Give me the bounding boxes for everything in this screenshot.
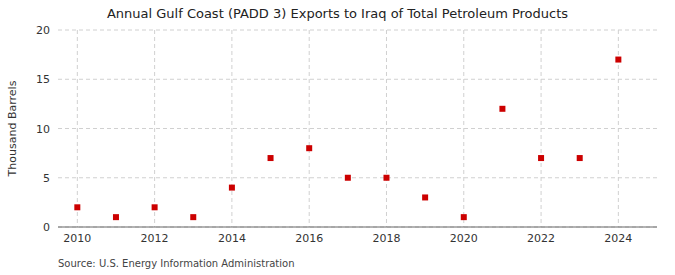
x-grid-line [541, 30, 542, 227]
point [461, 214, 467, 220]
point [577, 155, 583, 161]
y-grid-line [58, 128, 657, 129]
x-grid-line [463, 30, 464, 227]
x-tick-label: 2012 [141, 232, 169, 245]
y-tick-label: 0 [43, 221, 50, 234]
point [306, 145, 312, 151]
point [383, 175, 389, 181]
point [615, 57, 621, 63]
x-tick-label: 2016 [295, 232, 323, 245]
chart-container: 2010201220142016201820202022202405101520… [0, 0, 675, 275]
y-tick-label: 5 [43, 172, 50, 185]
x-tick-label: 2014 [218, 232, 246, 245]
tick-labels: 2010 2012 2014 2016 2018 2020 2022 2024 0 5 10 15 20 [36, 24, 632, 245]
x-tick-label: 2020 [450, 232, 478, 245]
x-grid-line [77, 30, 78, 227]
point [74, 204, 80, 210]
annotation: Source: U.S. Energy Information Administ… [58, 258, 295, 269]
point [422, 194, 428, 200]
point [499, 106, 505, 112]
point [190, 214, 196, 220]
point [538, 155, 544, 161]
title: Annual Gulf Coast (PADD 3) Exports to Ir… [107, 6, 568, 21]
y-axis-label: Thousand Barrels [6, 80, 19, 177]
x-tick-label: 2010 [63, 232, 91, 245]
x-tick-label: 2022 [527, 232, 555, 245]
point [152, 204, 158, 210]
y-grid-line [58, 79, 657, 80]
page: {"chart_data": {"type": "scatter", "titl… [0, 0, 675, 275]
point [268, 155, 274, 161]
y-tick-label: 20 [36, 24, 50, 37]
x-tick-label: 2024 [604, 232, 632, 245]
point [229, 185, 235, 191]
x-axis-line [58, 227, 657, 228]
x-grid-line [154, 30, 155, 227]
x-tick-label: 2018 [372, 232, 400, 245]
y-tick-label: 10 [36, 123, 50, 136]
points [74, 57, 621, 221]
chart: 2010201220142016201820202022202405101520… [0, 0, 675, 275]
point [345, 175, 351, 181]
x-grid-line [386, 30, 387, 227]
point [113, 214, 119, 220]
y-grid-line [58, 177, 657, 178]
y-grid-line [58, 227, 657, 228]
y-tick-label: 15 [36, 73, 50, 86]
x-grid-line [309, 30, 310, 227]
x-grid-line [231, 30, 232, 227]
y-grid-line [58, 30, 657, 31]
grid [58, 30, 657, 227]
